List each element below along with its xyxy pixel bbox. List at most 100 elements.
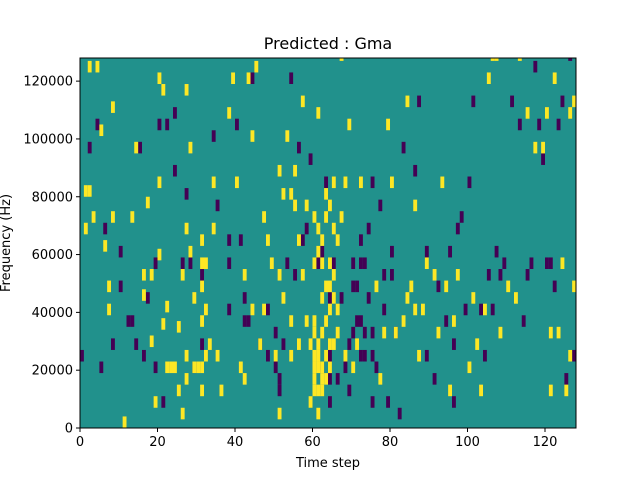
- heatmap-cell-low: [533, 60, 538, 73]
- heatmap-cell-high: [134, 141, 139, 154]
- heatmap-cell-low: [308, 153, 313, 165]
- heatmap-cell-low: [362, 349, 367, 362]
- heatmap-cell-low: [362, 257, 367, 270]
- heatmap-cell-high: [448, 384, 453, 397]
- heatmap-cell-low: [479, 303, 484, 316]
- heatmap-cell-high: [382, 326, 387, 339]
- heatmap-cell-high: [308, 396, 313, 408]
- heatmap-cell-high: [238, 361, 243, 374]
- heatmap-cell-low: [424, 245, 429, 258]
- heatmap-cell-high: [324, 373, 329, 385]
- heatmap-cell-low: [266, 303, 270, 316]
- heatmap-cell-low: [359, 349, 363, 362]
- heatmap-cell-low: [564, 373, 569, 385]
- heatmap-cell-low: [521, 315, 526, 327]
- heatmap-cell-low: [184, 188, 189, 200]
- heatmap-cell-low: [490, 303, 495, 316]
- heatmap-cell-low: [517, 118, 522, 131]
- heatmap-cell-high: [184, 349, 189, 362]
- heatmap-cell-low: [300, 234, 305, 246]
- heatmap-cell-low: [471, 95, 476, 108]
- plot-frame: [79, 57, 577, 429]
- heatmap-cell-low: [328, 396, 332, 408]
- heatmap-cell-low: [80, 349, 84, 362]
- heatmap-cell-high: [95, 60, 100, 73]
- heatmap-cell-high: [316, 361, 321, 374]
- heatmap-cell-low: [359, 257, 363, 270]
- heatmap-cell-low: [486, 269, 491, 281]
- heatmap-cell-high: [192, 361, 197, 374]
- heatmap-cell-high: [200, 361, 205, 374]
- heatmap-cell-high: [308, 338, 313, 350]
- heatmap-cell-low: [188, 257, 193, 270]
- heatmap-cell-low: [386, 396, 391, 408]
- heatmap-cell-high: [339, 211, 344, 223]
- heatmap-cell-high: [328, 338, 332, 350]
- heatmap-cell-high: [316, 349, 321, 362]
- heatmap-cell-high: [483, 303, 487, 316]
- heatmap-cell-high: [316, 384, 321, 397]
- heatmap-cell-high: [490, 58, 495, 61]
- heatmap-cell-high: [204, 257, 208, 270]
- heatmap-cell-high: [328, 361, 332, 374]
- heatmap-cell-low: [335, 373, 340, 385]
- chart-title: Predicted : Gma: [264, 34, 392, 53]
- heatmap-cell-low: [227, 234, 232, 246]
- heatmap-cell-low: [362, 326, 367, 339]
- heatmap-cell-high: [111, 101, 115, 113]
- heatmap-cell-high: [204, 349, 208, 362]
- heatmap-cell-low: [444, 315, 449, 327]
- heatmap-cell-low: [529, 257, 534, 270]
- heatmap-cell-low: [215, 199, 220, 212]
- heatmap-cell-low: [359, 234, 363, 246]
- heatmap-cell-high: [347, 118, 352, 131]
- heatmap-cell-low: [343, 361, 348, 374]
- heatmap-cell-high: [165, 361, 170, 374]
- heatmap-cell-low: [347, 384, 352, 397]
- heatmap-cell-high: [316, 222, 321, 235]
- heatmap-cell-low: [417, 95, 422, 108]
- heatmap-cell-low: [246, 315, 251, 327]
- heatmap-cell-high: [242, 269, 247, 281]
- heatmap-cell-low: [413, 164, 418, 177]
- heatmap-cell-high: [107, 303, 112, 316]
- heatmap-cell-high: [200, 315, 205, 327]
- heatmap-cell-low: [339, 292, 344, 304]
- heatmap-cell-low: [378, 199, 383, 212]
- heatmap-cell-low: [273, 326, 278, 339]
- heatmap-cell-low: [397, 407, 402, 420]
- heatmap-cell-low: [304, 222, 309, 235]
- heatmap-cell-high: [200, 384, 205, 397]
- heatmap-cell-low: [455, 222, 460, 235]
- heatmap-cell-high: [432, 269, 437, 281]
- x-tick-label: 40: [227, 435, 244, 450]
- heatmap-cell-low: [390, 269, 394, 281]
- heatmap-cell-low: [277, 373, 282, 385]
- heatmap-cell-high: [188, 245, 193, 258]
- heatmap-cell-low: [161, 396, 166, 408]
- heatmap-cell-low: [320, 245, 325, 258]
- heatmap-cell-low: [347, 338, 352, 350]
- heatmap-cell-high: [289, 349, 294, 362]
- heatmap-cell-high: [316, 338, 321, 350]
- heatmap-cell-high: [262, 303, 267, 316]
- heatmap-cell-low: [572, 349, 577, 362]
- heatmap-cell-high: [320, 326, 325, 339]
- heatmap-cell-low: [370, 326, 375, 339]
- heatmap-cell-high: [142, 289, 146, 301]
- y-tick-label: 20000: [32, 364, 73, 379]
- heatmap-cell-low: [366, 222, 371, 235]
- heatmap-cell-high: [328, 199, 332, 212]
- heatmap-cell-high: [169, 361, 174, 374]
- heatmap-cell-high: [289, 188, 294, 200]
- heatmap-cell-high: [506, 280, 511, 293]
- y-tick-label: 60000: [32, 248, 73, 263]
- heatmap-cell-low: [424, 349, 429, 362]
- heatmap-cell-low: [382, 303, 387, 316]
- x-tick-label: 120: [533, 435, 558, 450]
- heatmap-cell-high: [374, 280, 379, 293]
- heatmap-cell-low: [452, 338, 456, 350]
- heatmap-cell-high: [316, 245, 321, 258]
- heatmap-cell-low: [545, 257, 549, 270]
- heatmap-cell-low: [436, 280, 441, 293]
